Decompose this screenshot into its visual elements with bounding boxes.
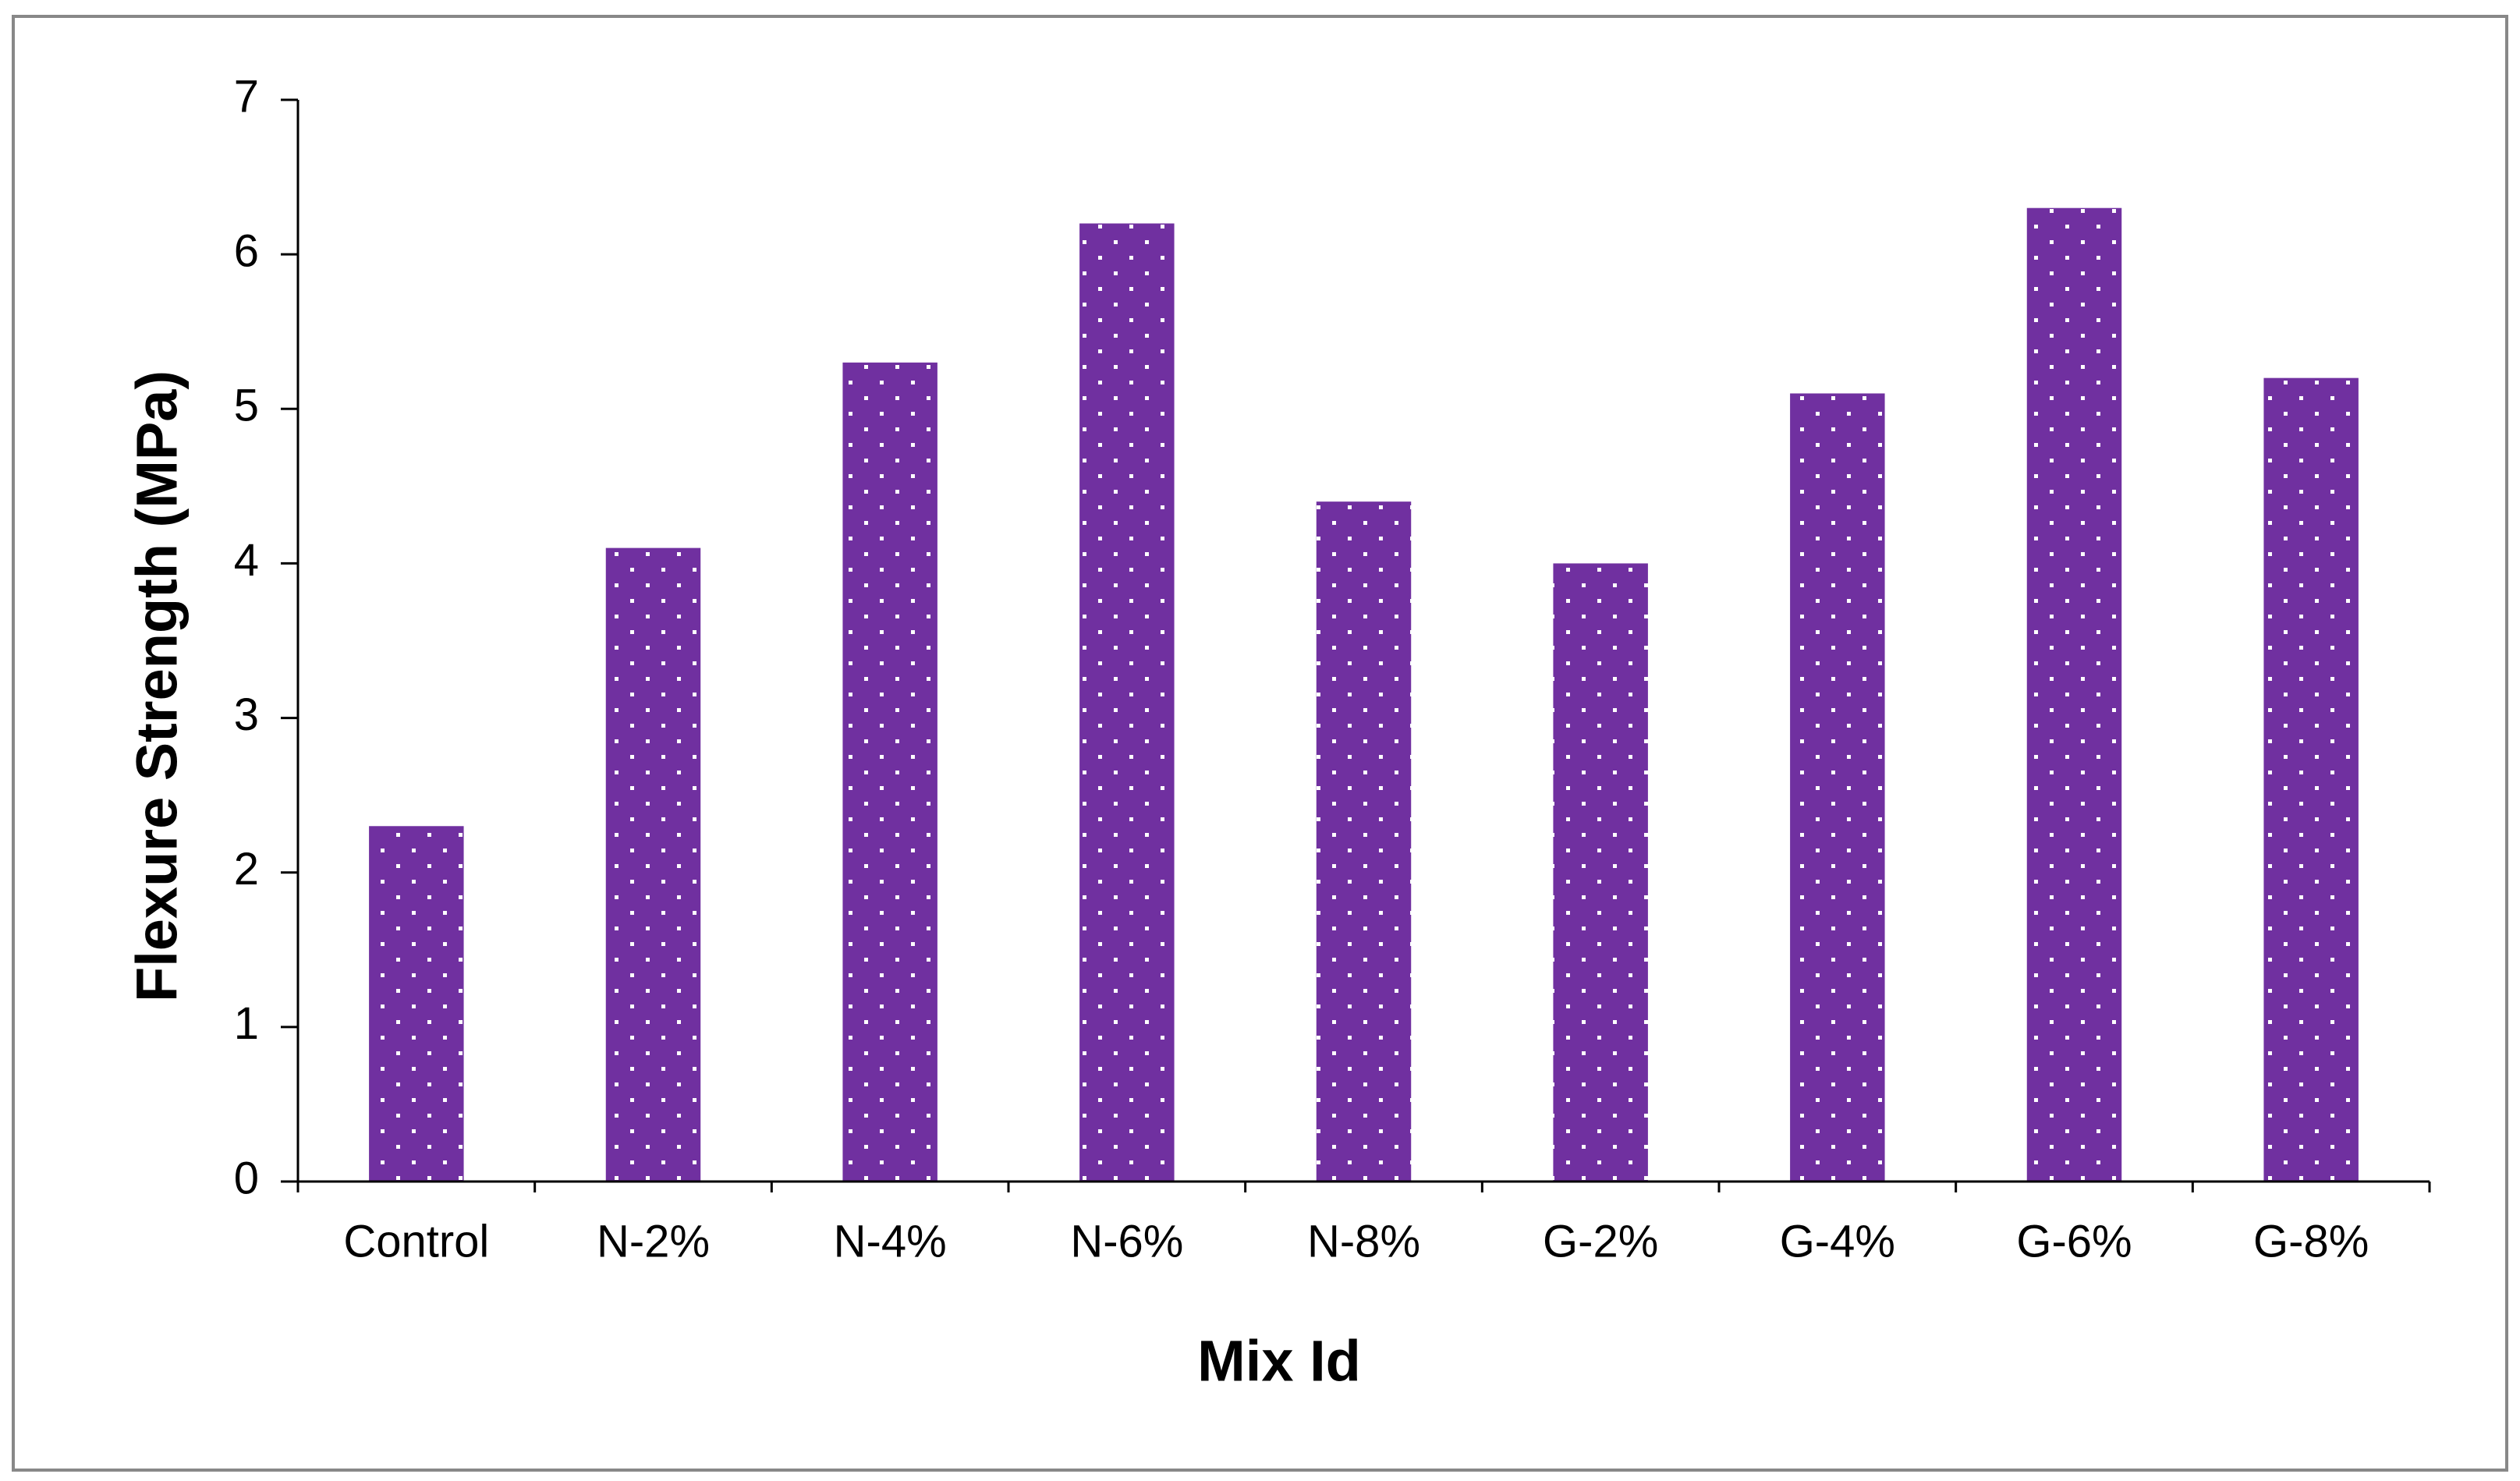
y-tick-label: 1 [234,998,259,1049]
y-tick-label: 2 [234,844,259,895]
bar [1316,501,1412,1182]
y-tick-label: 4 [234,535,259,586]
x-tick-label: G-4% [1780,1216,1895,1267]
bar [1079,223,1175,1182]
x-tick-label: G-8% [2253,1216,2369,1267]
bar [1790,393,1885,1182]
x-axis-title: Mix Id [1197,1329,1361,1394]
x-tick-label: N-4% [834,1216,947,1267]
bar [842,362,937,1182]
y-axis-title: Flexure Strength (MPa) [125,370,190,1002]
y-tick-label: 5 [234,381,259,431]
bar [605,547,701,1182]
bar [369,826,464,1182]
x-tick-label: N-2% [597,1216,710,1267]
y-tick-label: 0 [234,1153,259,1203]
bar [2026,207,2122,1182]
bar [1553,563,1648,1182]
y-tick-label: 7 [234,71,259,122]
x-tick-label: G-6% [2016,1216,2132,1267]
x-tick-label: G-2% [1543,1216,1658,1267]
bar [2263,377,2359,1182]
y-tick-label: 3 [234,689,259,740]
y-tick-label: 6 [234,225,259,276]
x-tick-label: N-8% [1307,1216,1420,1267]
x-tick-label: N-6% [1070,1216,1183,1267]
x-tick-label: Control [343,1216,489,1267]
